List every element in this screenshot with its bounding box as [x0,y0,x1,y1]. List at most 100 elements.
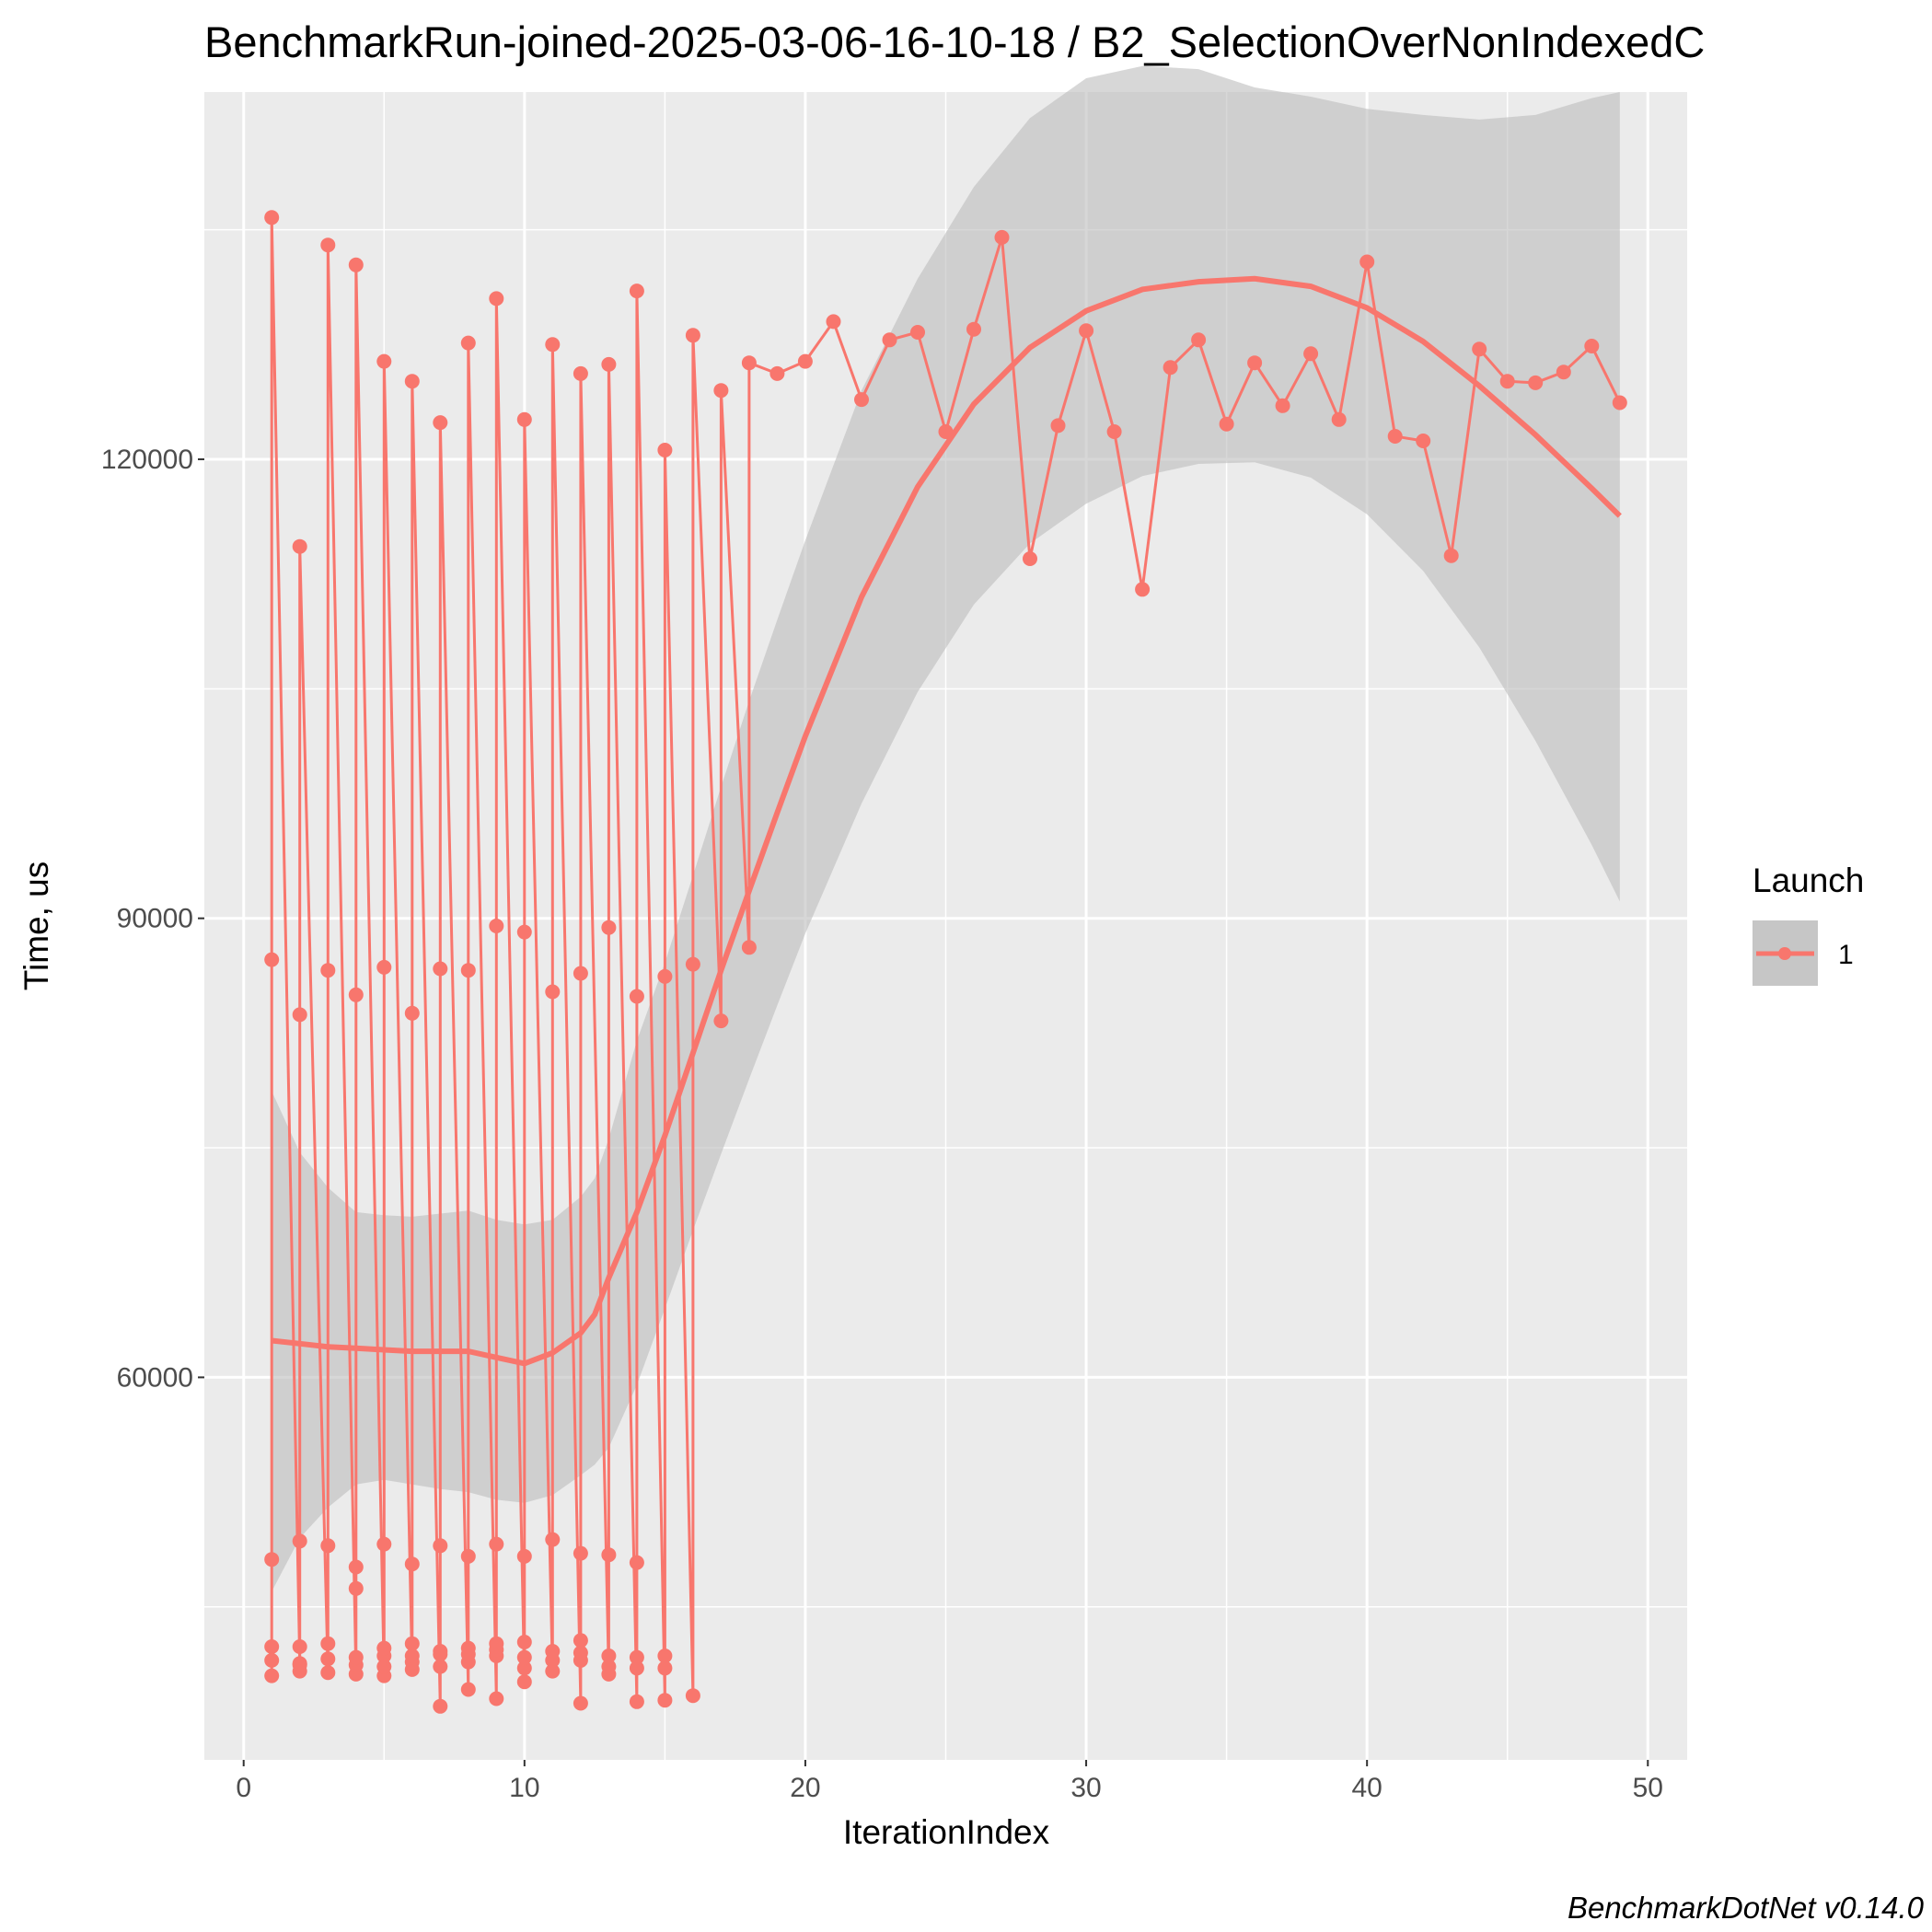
data-point [433,961,448,977]
data-point [1079,323,1094,339]
data-point [545,1644,561,1659]
data-point [882,332,897,348]
data-point [545,1663,561,1679]
data-point [460,335,476,351]
data-point [348,1559,364,1575]
data-point [516,924,532,940]
data-point [629,1660,644,1676]
data-point [1247,355,1263,371]
data-point [460,1682,476,1697]
legend-title: Launch [1753,862,1864,899]
data-point [433,1698,448,1714]
data-point [685,328,700,343]
data-point [1219,416,1234,432]
data-point [629,1694,644,1709]
data-point [404,1005,420,1021]
data-point [573,365,588,381]
data-point [573,1633,588,1649]
data-point [657,968,673,984]
smooth-trend-line [271,275,1622,1367]
data-point [1135,582,1151,597]
data-point [601,1547,617,1563]
data-point [489,1636,504,1651]
data-point [713,1013,729,1029]
x-tick-label: 10 [509,1773,539,1803]
legend-key-point [1778,947,1791,960]
data-point [489,1536,504,1552]
data-point [264,1639,280,1654]
data-point [1556,364,1571,380]
data-point [489,919,504,933]
data-point [292,1657,307,1672]
data-point [516,1660,532,1676]
data-point [516,1674,532,1690]
data-point [404,1556,420,1572]
data-point [741,355,757,371]
data-point [1612,395,1627,411]
x-tick-label: 40 [1351,1773,1382,1803]
data-point [1416,434,1431,448]
data-point [1528,375,1544,390]
data-point [376,1640,392,1656]
data-point [433,1659,448,1674]
data-point [994,229,1010,245]
data-point [320,237,336,253]
data-point [1023,551,1037,566]
data-point [264,1652,280,1668]
data-point [1275,398,1290,413]
data-point [489,291,504,307]
y-tick-label: 120000 [101,445,193,475]
data-point [433,1644,448,1659]
data-point [573,1695,588,1711]
data-point [1163,360,1178,376]
data-point [573,1545,588,1561]
data-point [854,392,869,408]
data-point [460,963,476,978]
data-point [348,987,364,1002]
data-point [601,1659,617,1674]
data-points [264,210,1627,1714]
data-point [264,952,280,967]
y-axis: 60000 90000 120000 [101,445,204,1393]
chart-title: BenchmarkRun-joined-2025-03-06-16-10-18 … [204,17,1705,66]
data-point [629,283,644,299]
data-point [573,966,588,981]
legend: Launch 1 [1753,862,1864,986]
data-point [713,383,729,399]
data-point [292,1639,307,1654]
data-point [1584,339,1600,353]
data-point [1387,429,1403,444]
data-point [657,1649,673,1663]
data-point [516,1635,532,1649]
data-point [1443,548,1459,563]
data-point [348,1580,364,1596]
data-point [292,538,307,554]
data-point [545,1532,561,1547]
data-point [797,353,813,369]
data-point [348,1649,364,1665]
data-point [320,1636,336,1651]
data-point [320,963,336,978]
data-point [573,1645,588,1660]
data-point [433,415,448,431]
data-point [629,989,644,1004]
data-point [629,1555,644,1570]
data-point [1050,418,1066,434]
data-point [1303,346,1319,362]
data-point [516,1649,532,1665]
y-axis-label: Time, us [17,862,55,990]
y-tick-label: 60000 [117,1362,193,1393]
x-tick-label: 50 [1633,1773,1663,1803]
legend-entry-1: 1 [1838,940,1854,970]
chart-caption: BenchmarkDotNet v0.14.0 [1568,1891,1925,1925]
data-point [657,1660,673,1676]
data-point [376,1659,392,1674]
series-line [270,215,1622,1708]
data-point [264,1552,280,1568]
data-point [320,1665,336,1681]
x-axis-label: IterationIndex [843,1813,1050,1851]
data-point [545,337,561,353]
data-point [460,1640,476,1656]
data-point [516,411,532,427]
